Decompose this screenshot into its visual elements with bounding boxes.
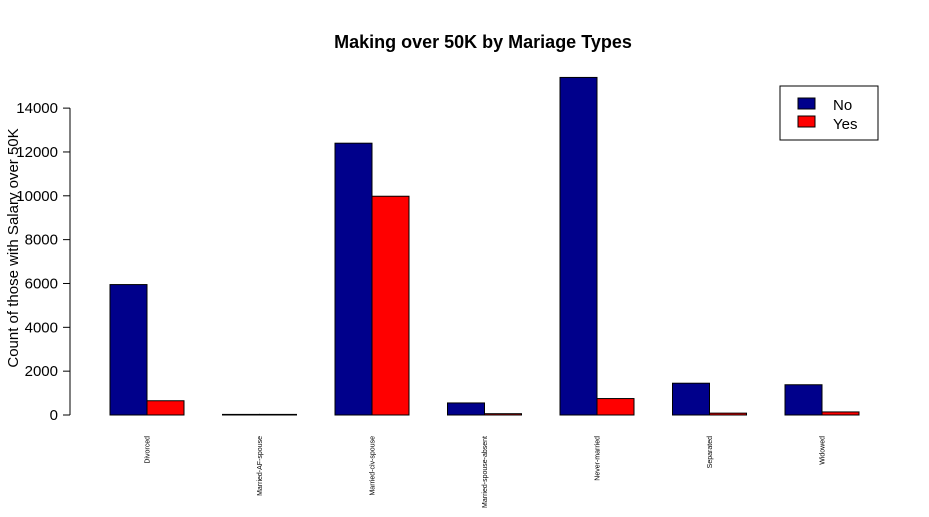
y-tick-label: 10000 — [16, 188, 58, 205]
y-tick-label: 4000 — [25, 319, 58, 336]
bar-no-married-civ-spouse — [334, 142, 373, 416]
bar-no-married-af-spouse — [222, 413, 260, 416]
bar-yes-married-civ-spouse — [371, 195, 410, 416]
y-tick-label: 2000 — [25, 363, 58, 380]
bar-yes-never-married — [596, 398, 635, 416]
y-axis: 0 2000 4000 6000 8000 10000 12000 14000 — [16, 100, 71, 424]
legend: No Yes — [779, 85, 879, 141]
x-tick-label: Widowed — [820, 436, 827, 465]
bar-no-married-spouse-absent — [447, 402, 485, 416]
x-tick-label: Separated — [707, 436, 714, 468]
y-axis-label: Count of those with Salary over 50K — [5, 128, 22, 367]
legend-swatch-yes — [797, 115, 816, 128]
bar-yes-divorced — [146, 400, 185, 416]
y-tick-label: 14000 — [16, 100, 58, 117]
bar-no-separated — [672, 382, 710, 416]
x-tick-label: Married-civ-spouse — [370, 436, 377, 496]
bar-no-never-married — [559, 76, 598, 416]
legend-label-yes: Yes — [833, 116, 857, 133]
x-tick-label: Divorced — [145, 436, 152, 464]
bar-no-widowed — [784, 384, 823, 416]
bar-no-divorced — [109, 284, 148, 416]
x-tick-label: Married-AF-spouse — [257, 436, 264, 496]
y-tick-label: 12000 — [16, 144, 58, 161]
bar-yes-widowed — [821, 411, 860, 416]
y-tick-label: 6000 — [25, 275, 58, 292]
bar-yes-separated — [709, 412, 747, 416]
legend-box — [779, 85, 879, 141]
x-tick-label: Never-married — [595, 436, 602, 481]
chart-title: Making over 50K by Mariage Types — [334, 32, 632, 52]
x-tick-label: Married-spouse-absent — [482, 436, 489, 508]
bar-yes-married-spouse-absent — [484, 413, 522, 416]
bar-yes-married-af-spouse — [259, 413, 297, 416]
y-tick-label: 8000 — [25, 232, 58, 249]
y-tick-label: 0 — [50, 407, 58, 424]
bars — [109, 76, 860, 416]
x-axis-labels: Divorced Married-AF-spouse Married-civ-spo… — [145, 436, 827, 508]
legend-label-no: No — [833, 97, 852, 114]
legend-swatch-no — [797, 97, 816, 110]
